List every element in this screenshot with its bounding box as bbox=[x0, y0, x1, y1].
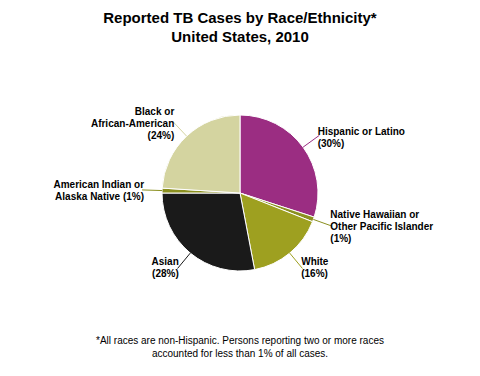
svg-text:Black orAfrican-American(24%): Black orAfrican-American(24%) bbox=[91, 106, 174, 141]
svg-text:Native Hawaiian orOther Pacifi: Native Hawaiian orOther Pacific Islander… bbox=[330, 208, 433, 243]
svg-text:American Indian orAlaska Nativ: American Indian orAlaska Native (1%) bbox=[53, 178, 144, 201]
html-text:*All races are non-Hispanic. P: *All races are non-Hispanic. Persons rep… bbox=[96, 335, 384, 359]
svg-text:Hispanic or Latino(30%): Hispanic or Latino(30%) bbox=[318, 125, 405, 148]
svg-text:White(16%): White(16%) bbox=[301, 255, 329, 278]
html-text:Reported TB Cases by Race/Ethn: Reported TB Cases by Race/Ethnicity* Uni… bbox=[103, 9, 377, 45]
svg-text:Asian(28%): Asian(28%) bbox=[152, 255, 179, 278]
